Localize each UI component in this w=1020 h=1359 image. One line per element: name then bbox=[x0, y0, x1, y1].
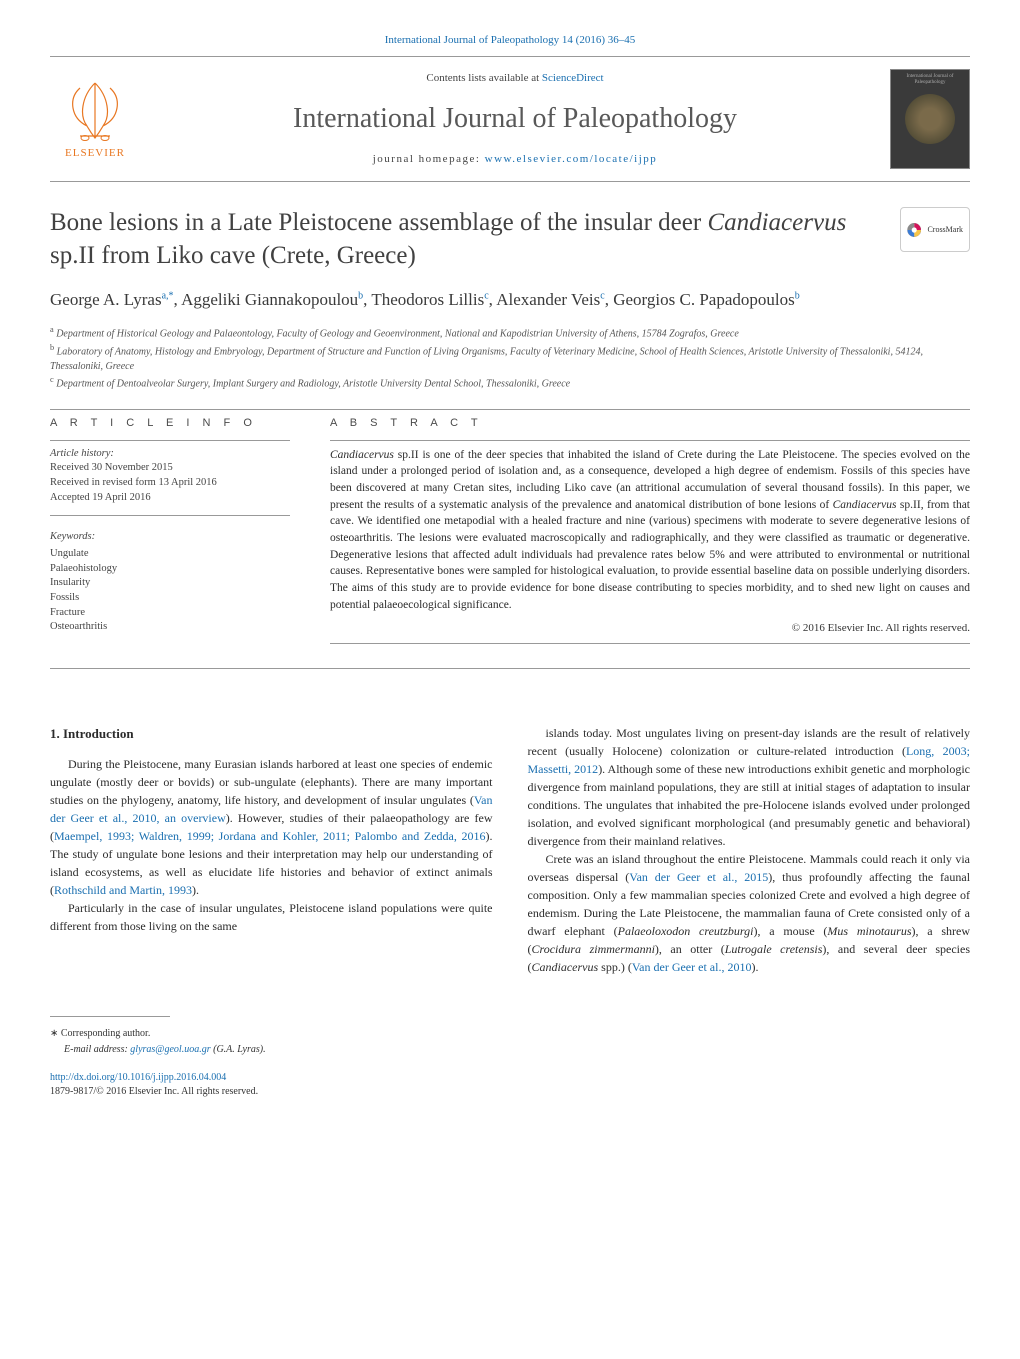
citation-link[interactable]: Long, 2003; Massetti, 2012 bbox=[528, 744, 971, 776]
title-post: sp.II from Liko cave (Crete, Greece) bbox=[50, 242, 416, 269]
contents-line: Contents lists available at ScienceDirec… bbox=[140, 71, 890, 86]
keywords-label: Keywords: bbox=[50, 530, 290, 545]
divider bbox=[50, 409, 970, 410]
affiliations: a Department of Historical Geology and P… bbox=[50, 324, 970, 391]
keyword: Osteoarthritis bbox=[50, 620, 290, 635]
paragraph: During the Pleistocene, many Eurasian is… bbox=[50, 755, 493, 899]
publisher-logo[interactable]: ELSEVIER bbox=[50, 69, 140, 169]
title-pre: Bone lesions in a Late Pleistocene assem… bbox=[50, 209, 707, 236]
email-link[interactable]: glyras@geol.uoa.gr bbox=[130, 1044, 210, 1055]
crossmark-icon bbox=[907, 216, 921, 244]
keyword: Insularity bbox=[50, 576, 290, 591]
paragraph: islands today. Most ungulates living on … bbox=[528, 724, 971, 850]
email-line: E-mail address: glyras@geol.uoa.gr (G.A.… bbox=[50, 1043, 970, 1057]
cover-label: International Journal of Paleopathology bbox=[895, 74, 965, 86]
journal-homepage-line: journal homepage: www.elsevier.com/locat… bbox=[140, 152, 890, 167]
cover-art-icon bbox=[905, 94, 955, 144]
divider bbox=[330, 643, 970, 644]
title-species: Candiacervus bbox=[707, 209, 846, 236]
affiliation-c: c Department of Dentoalveolar Surgery, I… bbox=[50, 374, 970, 391]
paragraph: Crete was an island throughout the entir… bbox=[528, 850, 971, 976]
keyword: Fracture bbox=[50, 606, 290, 621]
keyword: Fossils bbox=[50, 591, 290, 606]
contents-prefix: Contents lists available at bbox=[426, 72, 541, 84]
citation-link[interactable]: Van der Geer et al., 2010, an overview bbox=[50, 793, 493, 825]
affiliation-a: a Department of Historical Geology and P… bbox=[50, 324, 970, 341]
citation-link[interactable]: Van der Geer et al., 2010 bbox=[632, 960, 752, 974]
journal-title: International Journal of Paleopathology bbox=[140, 99, 890, 138]
right-column: islands today. Most ungulates living on … bbox=[528, 724, 971, 976]
citation-link[interactable]: Rothschild and Martin, 1993 bbox=[54, 883, 192, 897]
title-row: Bone lesions in a Late Pleistocene assem… bbox=[50, 207, 970, 272]
divider bbox=[330, 440, 970, 441]
homepage-prefix: journal homepage: bbox=[373, 153, 485, 165]
journal-cover-thumb[interactable]: International Journal of Paleopathology bbox=[890, 69, 970, 169]
doi-block: http://dx.doi.org/10.1016/j.ijpp.2016.04… bbox=[50, 1071, 970, 1099]
article-info-column: A R T I C L E I N F O Article history: R… bbox=[50, 416, 290, 650]
crossmark-label: CrossMark bbox=[927, 224, 963, 235]
section-heading: 1. Introduction bbox=[50, 724, 493, 744]
affiliation-b: b Laboratory of Anatomy, Histology and E… bbox=[50, 342, 970, 374]
article-title: Bone lesions in a Late Pleistocene assem… bbox=[50, 207, 880, 272]
abstract-head: A B S T R A C T bbox=[330, 416, 970, 431]
issn-copyright: 1879-9817/© 2016 Elsevier Inc. All right… bbox=[50, 1086, 258, 1097]
history-block: Article history: Received 30 November 20… bbox=[50, 447, 290, 517]
history-label: Article history: bbox=[50, 447, 290, 462]
corresponding-line: ∗ Corresponding author. bbox=[50, 1027, 970, 1041]
received-date: Received 30 November 2015 bbox=[50, 461, 290, 476]
doi-link[interactable]: http://dx.doi.org/10.1016/j.ijpp.2016.04… bbox=[50, 1072, 226, 1083]
publisher-name: ELSEVIER bbox=[65, 146, 125, 161]
revised-date: Received in revised form 13 April 2016 bbox=[50, 476, 290, 491]
authors-line: George A. Lyrasa,*, Aggeliki Giannakopou… bbox=[50, 288, 970, 312]
crossmark-badge[interactable]: CrossMark bbox=[900, 207, 970, 252]
info-abstract-row: A R T I C L E I N F O Article history: R… bbox=[50, 416, 970, 662]
left-column: 1. Introduction During the Pleistocene, … bbox=[50, 724, 493, 976]
keyword: Ungulate bbox=[50, 547, 290, 562]
corresponding-footnote bbox=[50, 1016, 170, 1023]
body-columns: 1. Introduction During the Pleistocene, … bbox=[50, 724, 970, 976]
divider bbox=[50, 440, 290, 441]
elsevier-tree-icon bbox=[65, 78, 125, 143]
keyword: Palaeohistology bbox=[50, 562, 290, 577]
citation-link[interactable]: Van der Geer et al., 2015 bbox=[629, 870, 768, 884]
paragraph: Particularly in the case of insular ungu… bbox=[50, 899, 493, 935]
homepage-link[interactable]: www.elsevier.com/locate/ijpp bbox=[485, 153, 658, 165]
masthead-center: Contents lists available at ScienceDirec… bbox=[140, 71, 890, 167]
citation-link[interactable]: International Journal of Paleopathology … bbox=[385, 34, 636, 46]
abstract-copyright: © 2016 Elsevier Inc. All rights reserved… bbox=[330, 621, 970, 636]
keywords-block: Keywords: UngulatePalaeohistologyInsular… bbox=[50, 530, 290, 635]
sciencedirect-link[interactable]: ScienceDirect bbox=[542, 72, 604, 84]
article-info-head: A R T I C L E I N F O bbox=[50, 416, 290, 431]
abstract-column: A B S T R A C T Candiacervus sp.II is on… bbox=[330, 416, 970, 650]
masthead: ELSEVIER Contents lists available at Sci… bbox=[50, 56, 970, 182]
accepted-date: Accepted 19 April 2016 bbox=[50, 491, 290, 506]
citation-bar: International Journal of Paleopathology … bbox=[50, 30, 970, 48]
footer-block: ∗ Corresponding author. E-mail address: … bbox=[50, 1016, 970, 1099]
abstract-text: Candiacervus sp.II is one of the deer sp… bbox=[330, 447, 970, 614]
citation-link[interactable]: Maempel, 1993; Waldren, 1999; Jordana an… bbox=[54, 829, 486, 843]
divider bbox=[50, 668, 970, 669]
